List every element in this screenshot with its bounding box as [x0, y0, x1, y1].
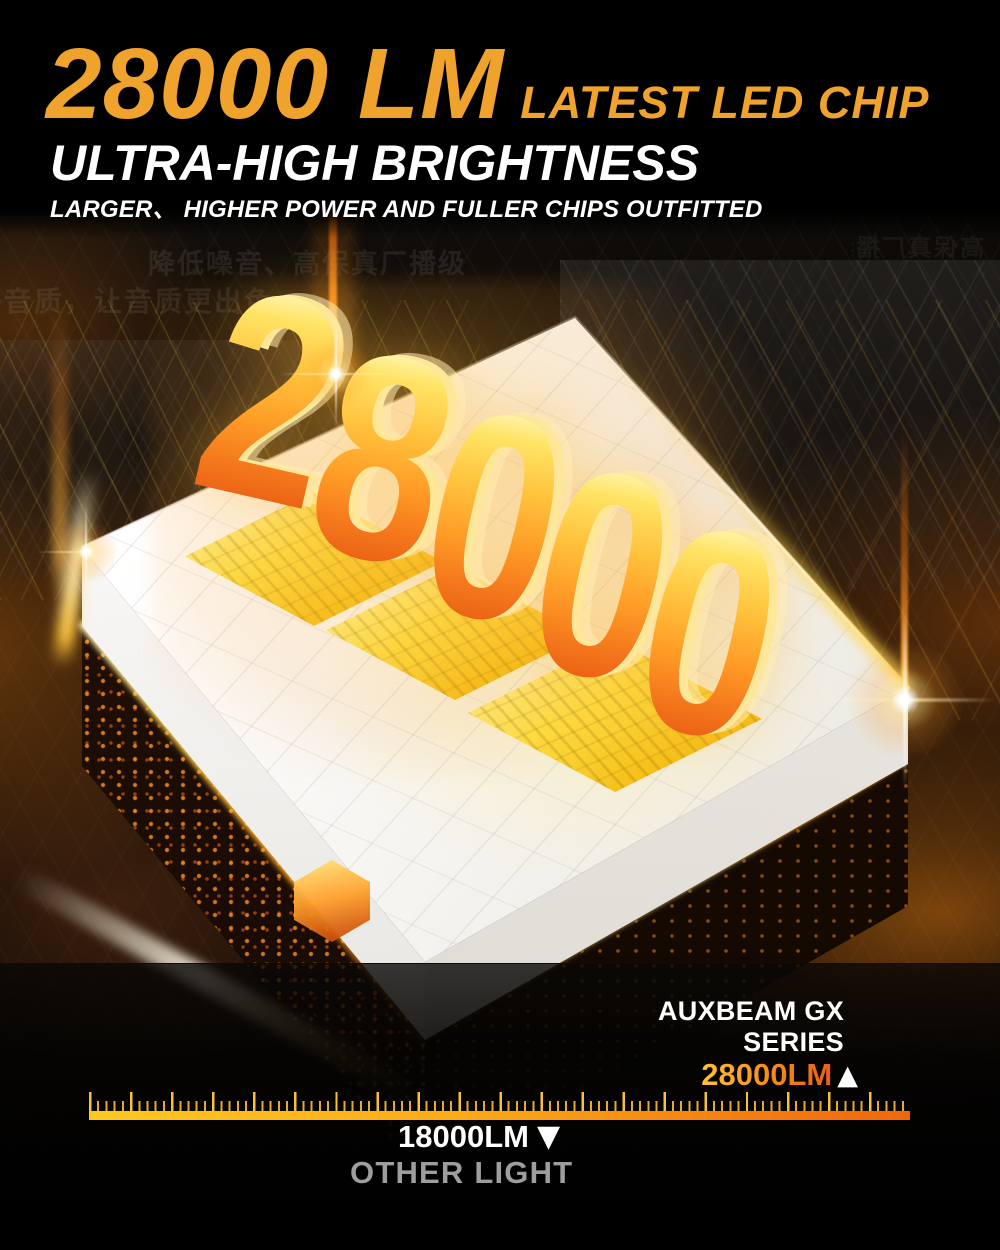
watermark-text-line1: 降低噪音、高保真厂播级	[148, 249, 467, 279]
product-lumen-value: 28000LM	[701, 1057, 833, 1092]
watermark-text-line2: 音质，让音质更出色	[4, 286, 275, 317]
down-triangle-icon: ▼	[536, 1119, 561, 1154]
big-lumen-number: 222 888 000 000 000	[173, 222, 830, 862]
ruler-major-ticks	[89, 1092, 910, 1111]
number-glow	[150, 280, 770, 780]
light-beam-right	[901, 430, 908, 710]
competitor-lumen-marker: 18000LM ▼	[398, 1119, 560, 1155]
brand-series-label: AUXBEAM GX SERIES	[658, 996, 844, 1059]
headline: 28000 LM LATEST LED CHIP	[46, 34, 929, 134]
tagline: LARGER、 HIGHER POWER AND FULLER CHIPS OU…	[50, 196, 763, 223]
headline-chip-label: LATEST LED CHIP	[520, 77, 930, 128]
product-lumen-marker: 28000LM ▲	[701, 1057, 858, 1093]
comparison-ruler	[89, 1092, 910, 1120]
brand-name: AUXBEAM GX	[657, 996, 844, 1026]
competitor-lumen-value: 18000LM	[398, 1119, 529, 1154]
brand-series: SERIES	[743, 1027, 844, 1058]
subtitle: ULTRA-HIGH BRIGHTNESS	[50, 135, 700, 191]
ruler-bar	[89, 1111, 910, 1120]
top-black-mask	[0, 0, 1000, 238]
headline-lumens: 28000 LM	[46, 28, 505, 140]
competitor-label: OTHER LIGHT	[350, 1155, 574, 1190]
light-beam-center	[329, 100, 337, 380]
up-triangle-icon: ▲	[837, 1059, 858, 1091]
